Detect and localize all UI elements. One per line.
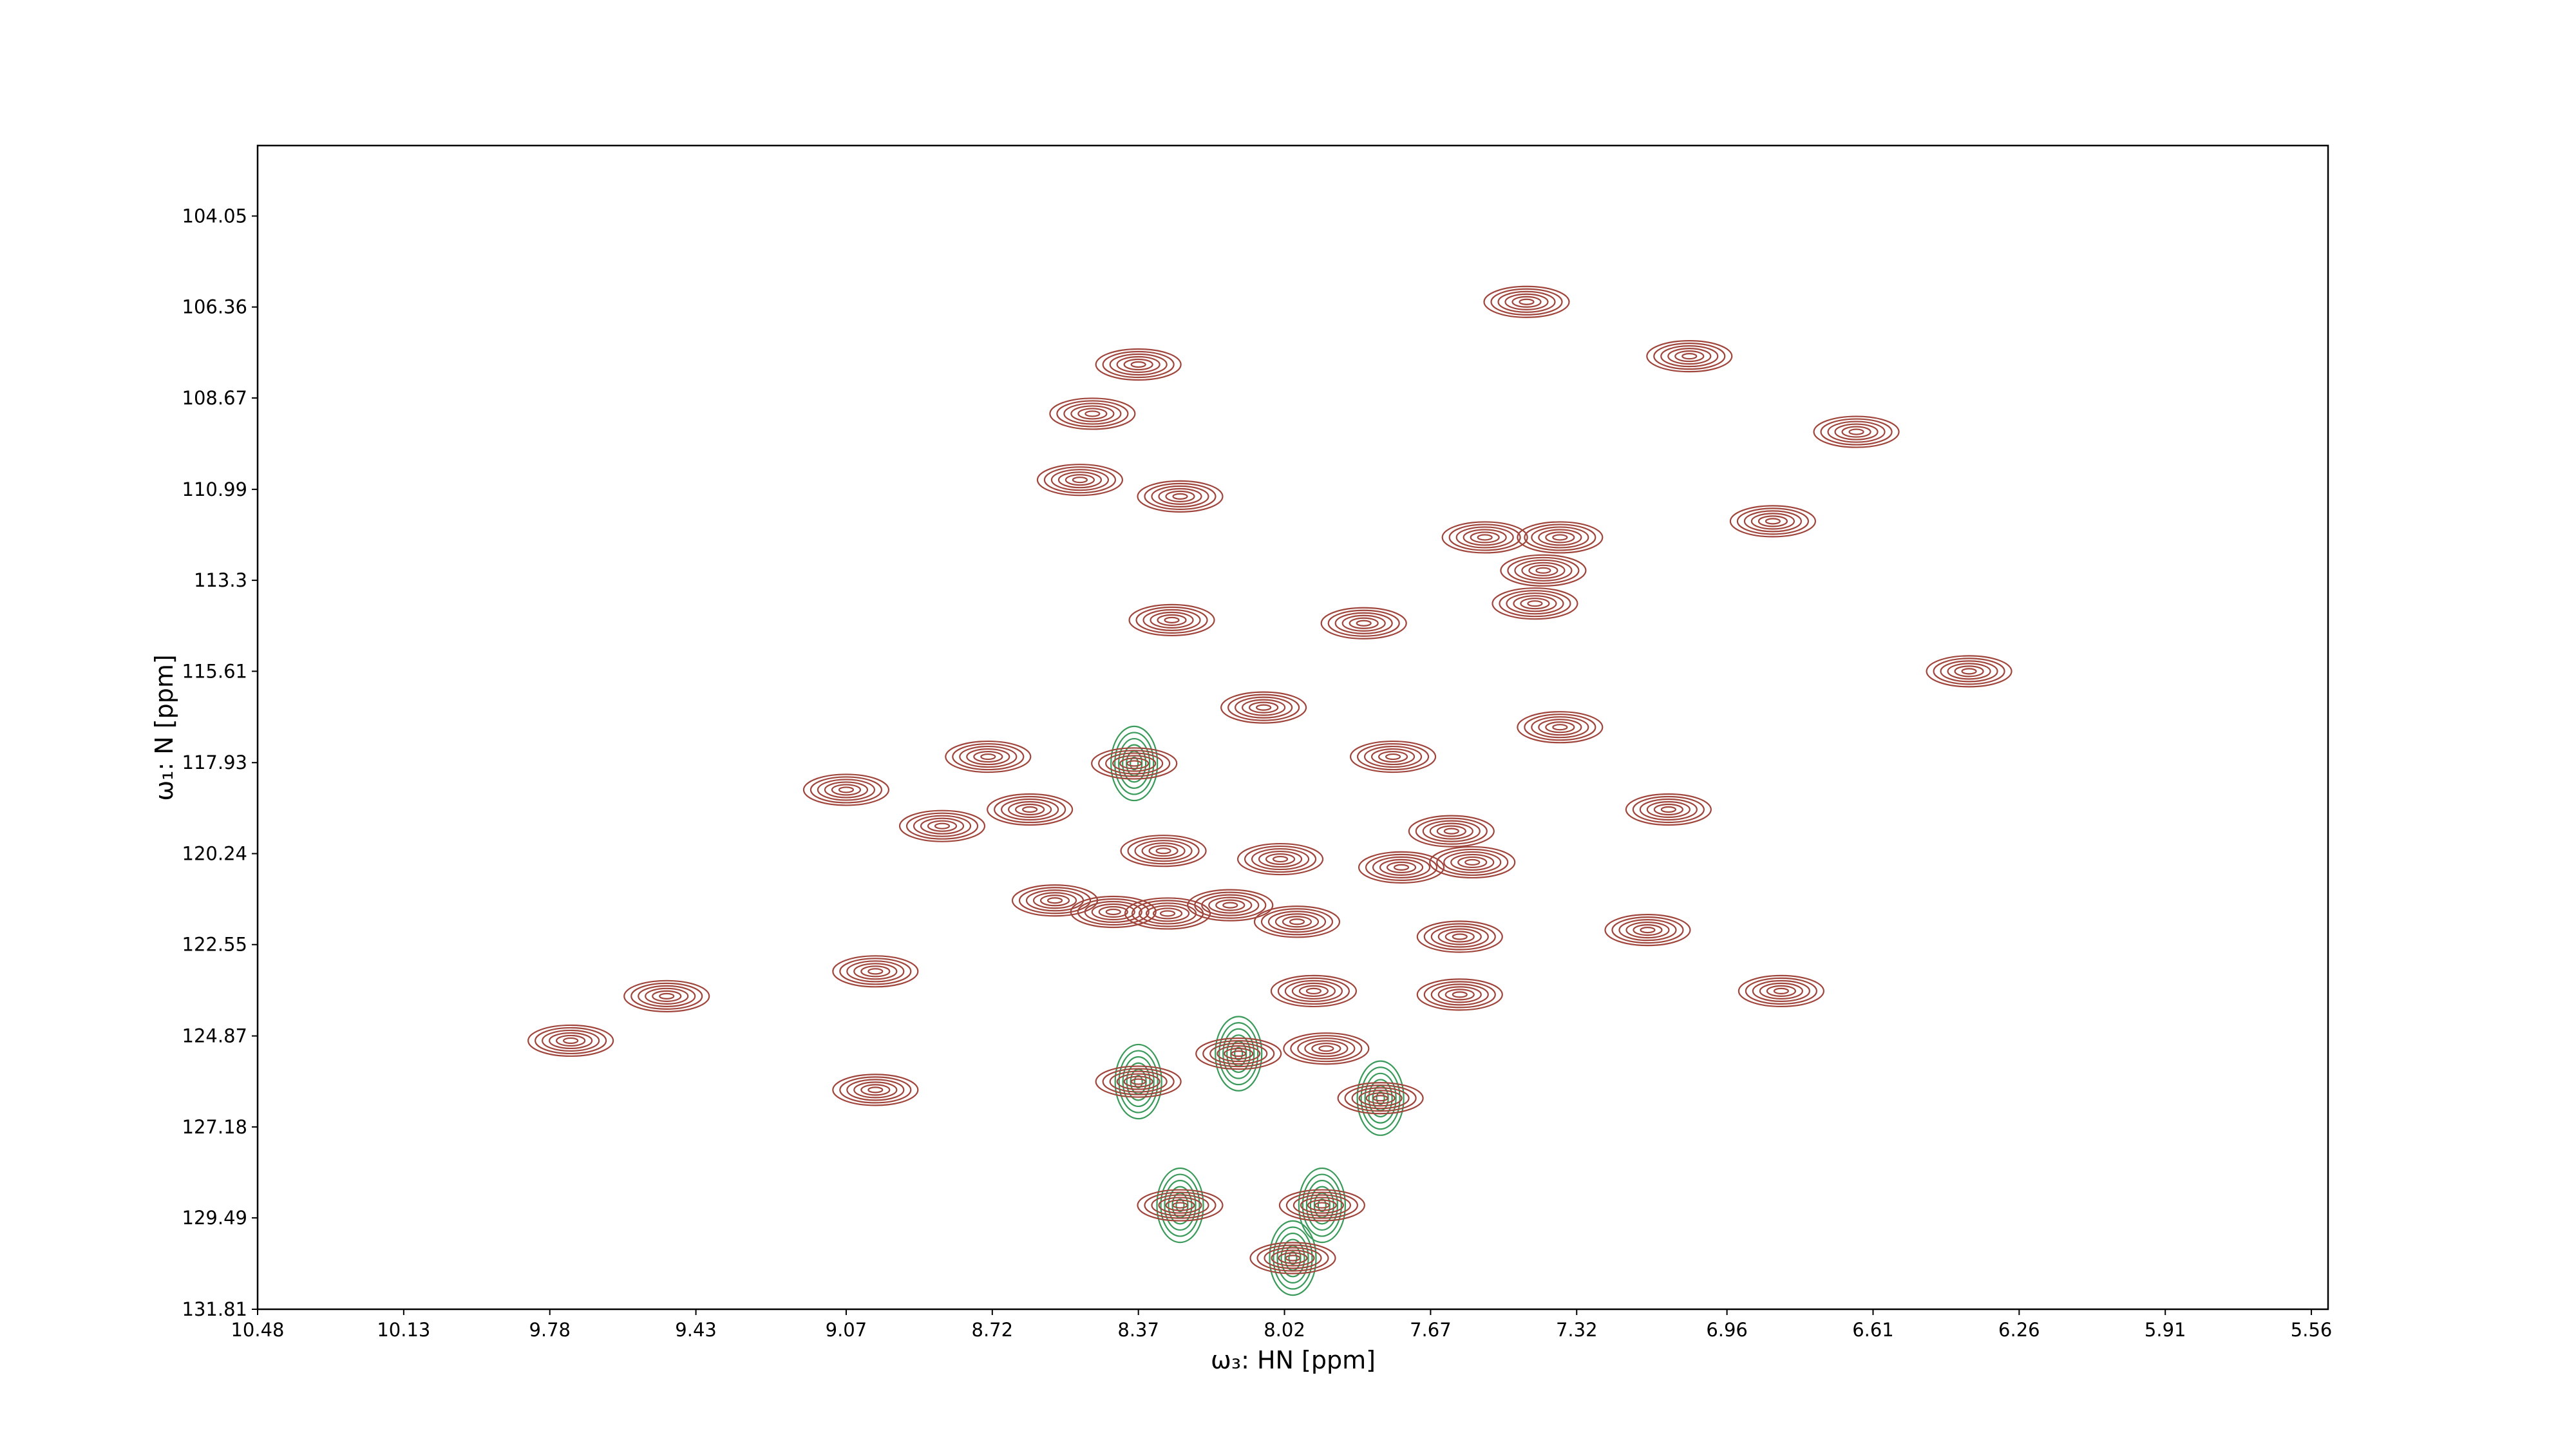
y-tick-label: 115.61	[182, 660, 247, 682]
y-tick-label: 124.87	[182, 1025, 247, 1047]
peak-contour	[1095, 348, 1182, 381]
x-tick-label: 6.61	[1852, 1319, 1894, 1341]
peak-contour	[623, 980, 710, 1013]
y-tick-label: 131.81	[182, 1298, 247, 1320]
x-tick-label: 7.32	[1556, 1319, 1598, 1341]
peak-contour	[832, 955, 919, 988]
x-tick-label: 6.96	[1706, 1319, 1748, 1341]
peak-contour	[1137, 480, 1224, 513]
peak-contour	[1070, 895, 1157, 929]
y-tick-label: 104.05	[182, 205, 247, 227]
peak-contour	[1517, 521, 1604, 554]
peak-contour	[527, 1024, 614, 1057]
peak-contour	[1429, 846, 1516, 879]
peak-contour	[802, 773, 890, 806]
y-axis-label: ω₁: N [ppm]	[150, 654, 178, 800]
peak-contour	[1128, 603, 1215, 636]
peak-contour	[1036, 464, 1124, 497]
peak-contour	[1278, 1189, 1365, 1222]
peak-contour	[1625, 793, 1712, 826]
peak-contour	[1249, 1242, 1336, 1274]
x-tick-label: 10.48	[231, 1319, 284, 1341]
peak-contour	[1416, 978, 1503, 1011]
x-tick-label: 6.26	[1998, 1319, 2040, 1341]
peak-contour	[1283, 1032, 1370, 1065]
peak-contour	[1500, 554, 1587, 587]
x-tick-label: 8.37	[1117, 1319, 1159, 1341]
peak-contour	[1358, 851, 1445, 884]
x-tick-label: 9.07	[826, 1319, 867, 1341]
peak-contour	[1337, 1082, 1424, 1115]
x-tick-label: 9.78	[529, 1319, 571, 1341]
peak-contour	[1137, 1189, 1224, 1222]
peak-contour	[945, 740, 1032, 773]
peak-contour	[1320, 607, 1407, 639]
y-tick-label: 129.49	[182, 1207, 247, 1229]
peak-contour	[1729, 505, 1817, 538]
peak-contour	[1124, 897, 1211, 930]
peak-contour	[1187, 889, 1274, 922]
peak-contour	[1049, 397, 1136, 430]
peak-contour	[987, 793, 1074, 826]
y-tick-label: 120.24	[182, 842, 247, 864]
x-tick-label: 9.43	[675, 1319, 717, 1341]
peak-contour	[1120, 835, 1207, 867]
y-tick-label: 110.99	[182, 478, 247, 500]
x-axis-label: ω₃: HN [ppm]	[1211, 1346, 1376, 1374]
y-tick-label: 117.93	[182, 752, 247, 773]
peak-contour	[1441, 521, 1528, 554]
peak-contour	[1253, 905, 1341, 938]
y-tick-label: 106.36	[182, 296, 247, 318]
peak-contour	[1416, 920, 1503, 953]
peak-contour	[1483, 285, 1570, 318]
peak-contour	[1813, 415, 1900, 448]
peak-contour	[1738, 974, 1824, 1007]
peak-contour	[1270, 974, 1358, 1007]
plot-frame	[256, 144, 2329, 1311]
peak-contour	[1236, 842, 1324, 876]
peak-contour	[1492, 587, 1578, 620]
y-tick-label: 113.3	[194, 569, 247, 591]
peak-contour	[1646, 340, 1733, 373]
x-tick-label: 8.72	[972, 1319, 1014, 1341]
x-tick-label: 10.13	[377, 1319, 430, 1341]
x-tick-label: 5.56	[2291, 1319, 2333, 1341]
peak-contour	[898, 810, 986, 842]
x-tick-label: 7.67	[1410, 1319, 1452, 1341]
peak-contour	[1095, 1065, 1182, 1098]
y-tick-label: 122.55	[182, 934, 247, 956]
peak-contour	[832, 1074, 919, 1106]
peak-contour	[1091, 747, 1178, 780]
y-tick-label: 108.67	[182, 387, 247, 409]
peak-contour	[1349, 740, 1437, 773]
peak-contour	[1220, 691, 1307, 724]
peak-contour	[1408, 815, 1495, 848]
peak-contour	[1926, 655, 2012, 688]
y-tick-label: 127.18	[182, 1116, 247, 1138]
peak-contour	[1604, 914, 1691, 947]
x-tick-label: 8.02	[1264, 1319, 1305, 1341]
x-tick-label: 5.91	[2145, 1319, 2186, 1341]
peak-contour	[1195, 1037, 1282, 1070]
peak-contour	[1517, 711, 1604, 744]
